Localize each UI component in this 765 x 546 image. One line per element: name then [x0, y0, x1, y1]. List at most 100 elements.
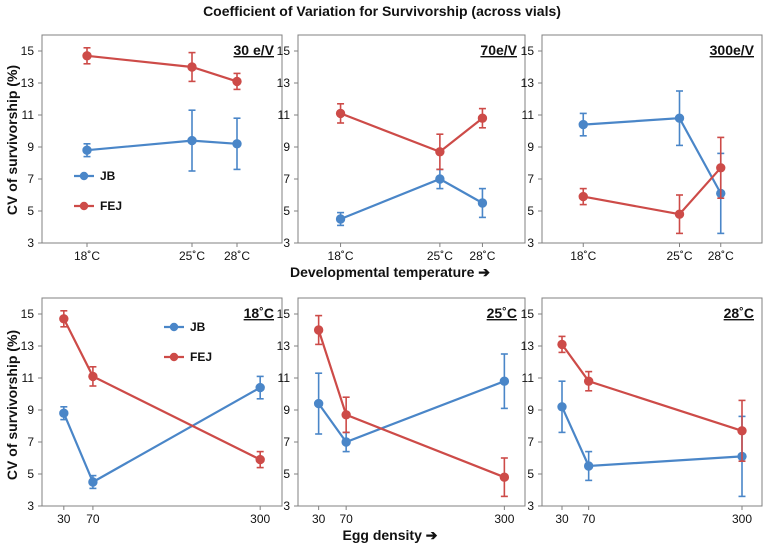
legend: JB FEJ — [164, 320, 212, 364]
data-point-fej — [88, 371, 98, 382]
plot-frame — [297, 297, 526, 507]
chart-panel-3: 3 5 7 9 11 13 15 18˚C 25˚C 28˚C 300e/V — [521, 34, 763, 263]
y-tick-label: 11 — [22, 371, 35, 385]
top-row-y-axis-title: CV of survivorship (%) — [4, 65, 20, 215]
y-tick-label: 9 — [27, 140, 34, 154]
y-tick-label: 3 — [283, 236, 290, 250]
series-jb — [313, 353, 510, 453]
chart-panel-2: 3 5 7 9 11 13 15 18˚C 25˚C 28˚C 70e/V — [277, 34, 526, 263]
y-tick-label: 13 — [277, 339, 291, 353]
series-jb — [82, 109, 242, 172]
y-tick-label: 5 — [27, 204, 34, 218]
series-fej — [59, 309, 265, 469]
panel-label: 18˚C — [244, 305, 274, 321]
y-tick-label: 13 — [21, 76, 35, 90]
series-jb — [335, 168, 488, 227]
y-tick-label: 9 — [27, 403, 34, 417]
panel-label: 70e/V — [480, 42, 517, 58]
data-point-jb — [232, 139, 242, 149]
y-tick-label: 11 — [522, 371, 535, 385]
y-tick-label: 7 — [283, 172, 290, 186]
data-point-fej — [716, 163, 726, 173]
plot-frame — [41, 34, 283, 244]
data-point-fej — [59, 314, 69, 324]
x-tick-label: 70 — [339, 512, 353, 526]
data-point-fej — [232, 76, 242, 87]
legend-label-fej: FEJ — [100, 199, 122, 213]
data-point-fej — [82, 51, 92, 61]
y-tick-label: 11 — [278, 108, 291, 122]
data-point-jb — [578, 119, 588, 130]
series-jb — [578, 90, 726, 235]
legend-swatch-marker — [79, 171, 89, 181]
data-point-fej — [674, 209, 685, 219]
y-tick-label: 7 — [27, 172, 34, 186]
y-tick-label: 3 — [283, 499, 290, 513]
y-tick-label: 7 — [527, 172, 534, 186]
data-point-fej — [335, 108, 346, 119]
x-tick-label: 70 — [582, 512, 596, 526]
data-point-fej — [583, 376, 594, 386]
y-tick-label: 3 — [27, 236, 34, 250]
x-tick-label: 300 — [494, 512, 514, 526]
series-line-jb — [340, 177, 483, 221]
data-point-jb — [557, 402, 567, 412]
y-tick-label: 3 — [527, 499, 534, 513]
data-point-jb — [187, 135, 197, 146]
series-line-fej — [340, 112, 484, 154]
data-point-fej — [313, 325, 324, 335]
legend-label-jb: JB — [190, 320, 206, 334]
y-tick-label: 11 — [22, 108, 35, 122]
data-point-jb — [583, 461, 594, 471]
series-fej — [578, 136, 726, 235]
x-tick-label: 25˚C — [179, 249, 205, 263]
chart-panel-5: 3 5 7 9 11 13 15 30 70 300 25˚C — [277, 297, 526, 526]
data-point-jb — [335, 214, 346, 224]
data-point-fej — [341, 410, 351, 420]
y-tick-label: 13 — [21, 339, 35, 353]
x-tick-label: 18˚C — [570, 249, 596, 263]
legend-label-jb: JB — [100, 169, 116, 183]
series-fej — [335, 103, 488, 171]
y-tick-label: 9 — [283, 403, 290, 417]
series-line-fej — [86, 54, 238, 83]
panel-label: 300e/V — [710, 42, 755, 58]
y-tick-label: 15 — [277, 307, 291, 321]
series-fej — [313, 314, 510, 498]
y-tick-label: 11 — [278, 371, 291, 385]
x-tick-label: 300 — [732, 512, 752, 526]
series-line-fej — [62, 318, 261, 461]
x-tick-label: 28˚C — [708, 249, 734, 263]
y-tick-label: 5 — [283, 467, 290, 481]
series-line-fej — [583, 167, 722, 216]
data-point-fej — [187, 62, 197, 72]
data-point-jb — [82, 145, 92, 155]
y-tick-label: 9 — [527, 403, 534, 417]
bottom-row-x-axis-title: Egg density ➔ — [343, 527, 438, 543]
data-point-fej — [499, 472, 510, 482]
plot-frame — [41, 297, 283, 507]
data-point-jb — [255, 382, 265, 393]
legend-label-fej: FEJ — [190, 350, 212, 364]
x-tick-label: 28˚C — [224, 249, 250, 263]
x-tick-label: 30 — [555, 512, 569, 526]
y-tick-label: 5 — [283, 204, 290, 218]
x-tick-label: 25˚C — [666, 249, 692, 263]
y-tick-label: 7 — [527, 435, 534, 449]
legend-swatch-marker — [169, 322, 179, 332]
y-tick-label: 7 — [27, 435, 34, 449]
x-tick-label: 18˚C — [328, 249, 354, 263]
series-fej — [82, 46, 242, 91]
y-tick-label: 15 — [521, 307, 535, 321]
legend: JB FEJ — [74, 169, 122, 213]
y-tick-label: 13 — [277, 76, 291, 90]
y-tick-label: 15 — [521, 44, 535, 58]
series-jb — [59, 375, 265, 490]
data-point-jb — [88, 477, 98, 487]
x-tick-label: 28˚C — [469, 249, 495, 263]
data-point-fej — [578, 191, 588, 202]
data-point-fej — [737, 426, 747, 436]
chart-panel-1: 3 5 7 9 11 13 15 18˚C 25˚C 28˚C 30 e/V JB FEJ — [21, 34, 283, 263]
